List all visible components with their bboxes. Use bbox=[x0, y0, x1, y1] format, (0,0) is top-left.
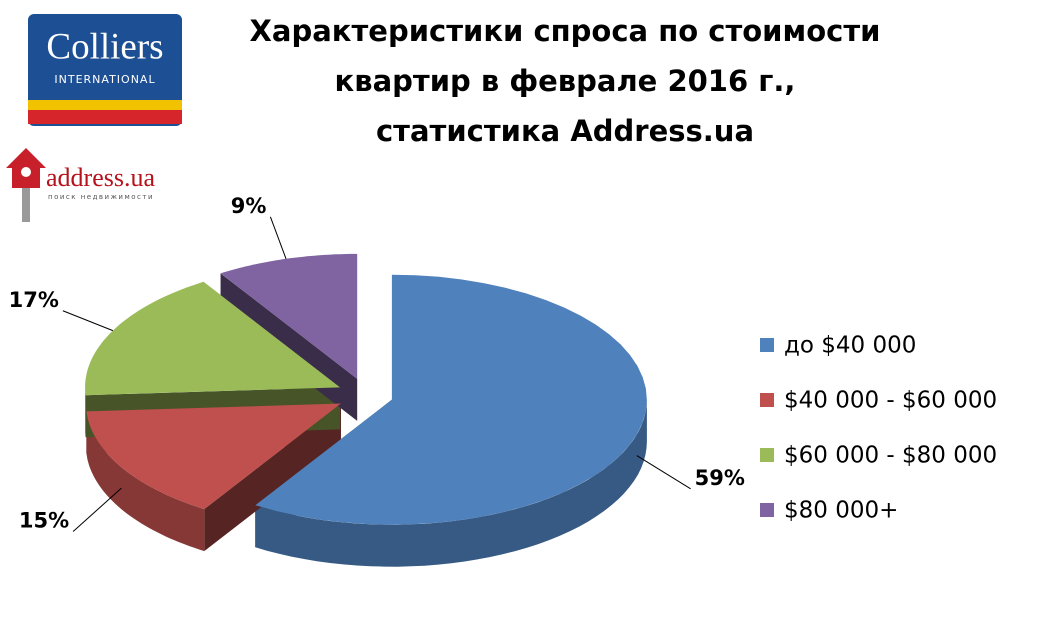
logo-text: Colliers bbox=[46, 26, 163, 67]
logo-subtext: поиск недвижимости bbox=[48, 193, 154, 201]
chart-title: Характеристики спроса по стоимости кварт… bbox=[249, 14, 881, 148]
leader-line bbox=[72, 487, 122, 532]
data-label: 59% bbox=[695, 466, 745, 490]
logo-stripe bbox=[28, 100, 182, 110]
logo-box bbox=[28, 14, 182, 126]
slice-side bbox=[255, 399, 647, 567]
data-label: 9% bbox=[231, 194, 267, 218]
legend-swatch bbox=[760, 448, 774, 462]
leader-line bbox=[269, 216, 287, 260]
slice-tops bbox=[85, 253, 647, 525]
slice bbox=[220, 253, 358, 379]
slice bbox=[255, 274, 647, 525]
slice bbox=[85, 281, 341, 396]
data-label: 17% bbox=[9, 288, 59, 312]
colliers-logo: Colliers INTERNATIONAL bbox=[28, 14, 182, 126]
legend-swatch bbox=[760, 338, 774, 352]
slice bbox=[86, 403, 341, 510]
legend-swatch bbox=[760, 393, 774, 407]
leader-line bbox=[62, 310, 114, 332]
logo-stripe bbox=[28, 110, 182, 124]
legend-label: $80 000+ bbox=[784, 498, 898, 524]
logo-text: address.ua bbox=[46, 163, 155, 192]
legend-swatch bbox=[760, 503, 774, 517]
key-hole bbox=[21, 167, 31, 177]
legend-label: до $40 000 bbox=[784, 333, 916, 359]
address-logo: address.ua поиск недвижимости bbox=[6, 148, 155, 222]
legend-label: $40 000 - $60 000 bbox=[784, 388, 997, 414]
data-label: 15% bbox=[19, 508, 69, 532]
slice-side bbox=[85, 387, 86, 438]
key-shaft bbox=[22, 188, 30, 222]
slice-side bbox=[86, 411, 205, 552]
legend-label: $60 000 - $80 000 bbox=[784, 443, 997, 469]
leader-line bbox=[636, 455, 691, 490]
logo-subtext: INTERNATIONAL bbox=[54, 73, 155, 86]
